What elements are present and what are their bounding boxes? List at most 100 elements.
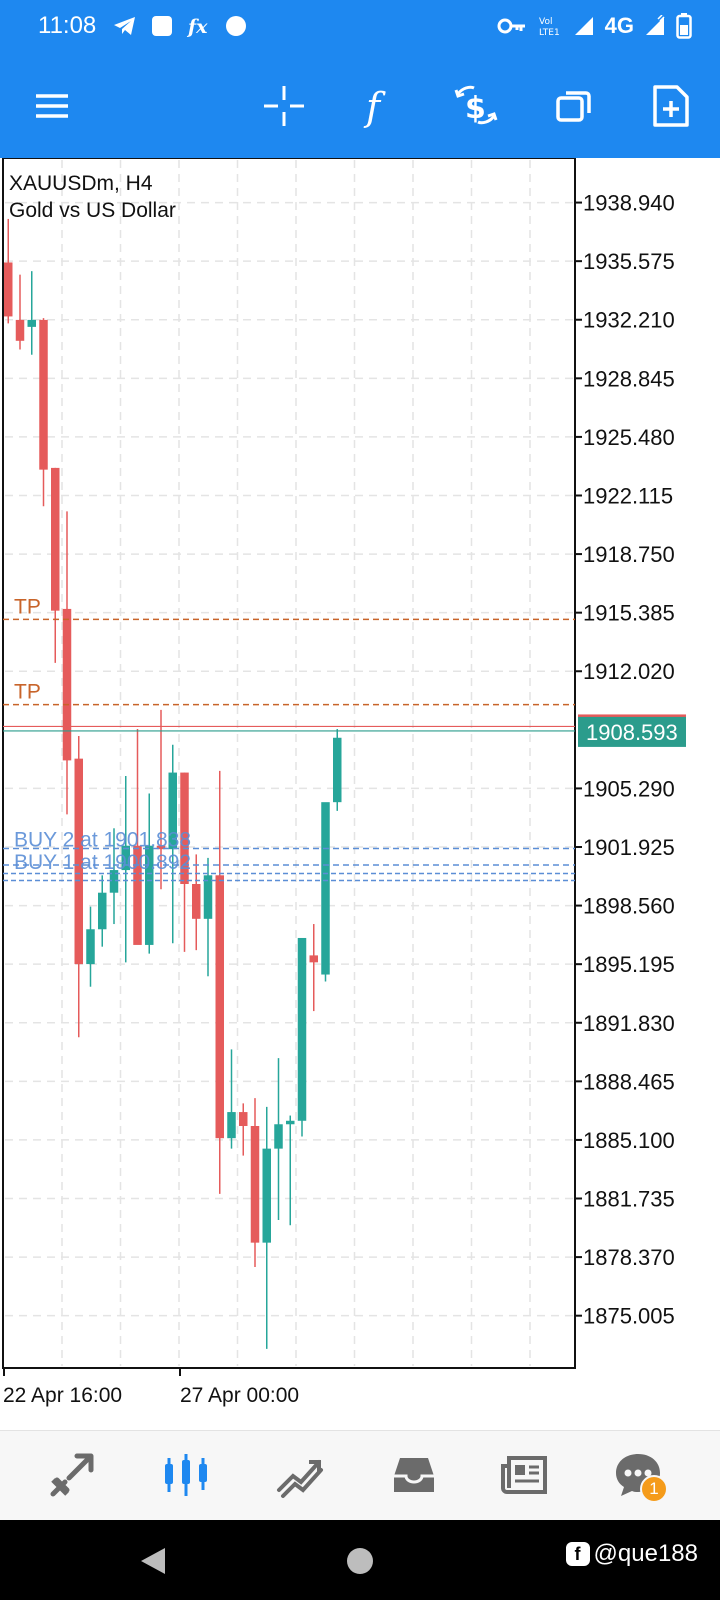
candle-body (156, 845, 166, 850)
y-tick-label: 1905.290 (583, 776, 675, 801)
symbol-description: Gold vs US Dollar (9, 199, 176, 222)
battery-icon (676, 13, 692, 39)
y-tick-label: 1878.370 (583, 1245, 675, 1270)
home-icon[interactable] (347, 1548, 373, 1574)
svg-text:Vol: Vol (539, 17, 552, 27)
y-tick-label: 1932.210 (583, 308, 675, 333)
news-icon[interactable] (496, 1447, 552, 1503)
bull-candle (121, 776, 130, 963)
candle-body (86, 929, 95, 965)
candlestick-chart[interactable]: 1938.940 1935.575 1932.210 1928.845 1925.480… (0, 158, 720, 1430)
chart-area[interactable]: 1938.940 1935.575 1932.210 1928.845 1925.480… (0, 158, 720, 1430)
candle-body (133, 845, 142, 945)
candle-body (109, 870, 119, 893)
bear-candle (309, 924, 318, 1012)
status-time: 11:08 (38, 12, 97, 39)
bull-candle (98, 875, 107, 947)
y-tick-label: 1912.020 (583, 659, 675, 684)
candle-body (98, 892, 107, 930)
bull-candle (203, 857, 213, 977)
bear-candle (62, 511, 72, 815)
crosshair-icon[interactable] (258, 80, 310, 132)
bull-candle (109, 828, 119, 925)
chart-icon[interactable] (158, 1447, 214, 1503)
new-order-icon[interactable] (645, 80, 697, 132)
bull-candle (274, 1058, 283, 1221)
y-tick-label: 1928.845 (583, 366, 675, 391)
candle-body (227, 1112, 236, 1139)
candle-body (4, 262, 13, 317)
menu-icon[interactable] (26, 80, 78, 132)
windows-icon[interactable] (548, 80, 600, 132)
bear-candle (74, 736, 83, 1038)
candle-body (297, 937, 307, 1121)
dot-icon (226, 16, 246, 36)
candle-body (333, 737, 342, 803)
y-tick-label: 1898.560 (583, 894, 675, 919)
bottom-navigation: 1 (0, 1430, 720, 1520)
buy-level-label: BUY 2 at 1901.838 (14, 829, 191, 852)
system-navigation-bar: f @que188 (0, 1520, 720, 1600)
plot-frame (2, 158, 576, 1369)
candle-body (321, 802, 330, 975)
candle-body (250, 1126, 260, 1243)
y-tick-label: 1925.480 (583, 425, 675, 450)
bear-candle (15, 274, 25, 350)
square-app-icon (152, 16, 172, 36)
y-tick-label: 1938.940 (583, 191, 675, 216)
trade-icon[interactable]: $ (450, 80, 502, 132)
bear-candle (133, 729, 142, 945)
bull-candle (227, 1049, 236, 1149)
history-icon[interactable] (386, 1447, 442, 1503)
candle-body (274, 1124, 283, 1149)
candle-body (215, 875, 224, 1139)
back-icon[interactable] (138, 1546, 168, 1576)
facebook-icon: f (565, 1542, 590, 1566)
signal-icon (574, 17, 593, 35)
y-tick-label: 1881.735 (583, 1187, 675, 1212)
y-tick-label: 1922.115 (583, 483, 673, 508)
network-type: 4G (604, 13, 634, 38)
status-bar: 11:08 fx Vol LTE1 4G (0, 0, 720, 52)
y-tick-label: 1901.925 (583, 835, 675, 860)
svg-text:LTE1: LTE1 (539, 28, 560, 38)
watermark-text: @que188 (593, 1540, 698, 1567)
candle-body (121, 845, 130, 871)
bear-candle (51, 467, 60, 663)
fx-app-icon: fx (186, 16, 208, 38)
y-tick-label: 1935.575 (583, 249, 675, 274)
quotes-icon[interactable] (44, 1447, 100, 1503)
candle-body (145, 845, 154, 945)
candle-body (239, 1112, 248, 1126)
x-tick-label: 27 Apr 00:00 (180, 1384, 299, 1407)
y-tick-label: 1888.465 (583, 1069, 675, 1094)
trade-nav-icon[interactable] (272, 1447, 328, 1503)
candle-body (203, 875, 213, 919)
bull-candle (297, 937, 307, 1137)
bear-candle (250, 1098, 260, 1268)
y-tick-label: 1875.005 (583, 1304, 675, 1329)
bear-candle (192, 854, 201, 951)
svg-text:fx: fx (186, 16, 208, 38)
candle-body (27, 319, 36, 327)
y-tick-label: 1895.195 (583, 952, 675, 977)
telegram-icon (114, 17, 135, 35)
y-tick-label: 1891.830 (583, 1011, 675, 1036)
bear-candle (239, 1103, 248, 1156)
indicators-icon[interactable]: f (352, 80, 404, 132)
candle-body (168, 772, 177, 850)
chat-icon[interactable]: 1 (610, 1447, 668, 1503)
candle-body (62, 608, 72, 761)
candle-body (309, 955, 318, 963)
chart-toolbar: f $ (0, 52, 720, 158)
svg-text:$: $ (465, 91, 486, 126)
wifi-icon (646, 15, 665, 35)
bear-candle (39, 318, 48, 507)
bull-candle (333, 729, 342, 811)
svg-text:f: f (363, 85, 386, 128)
candle-body (74, 758, 83, 965)
candle-body (192, 884, 201, 919)
x-tick-label: 22 Apr 16:00 (3, 1384, 122, 1407)
bid-price-tag (578, 716, 686, 747)
